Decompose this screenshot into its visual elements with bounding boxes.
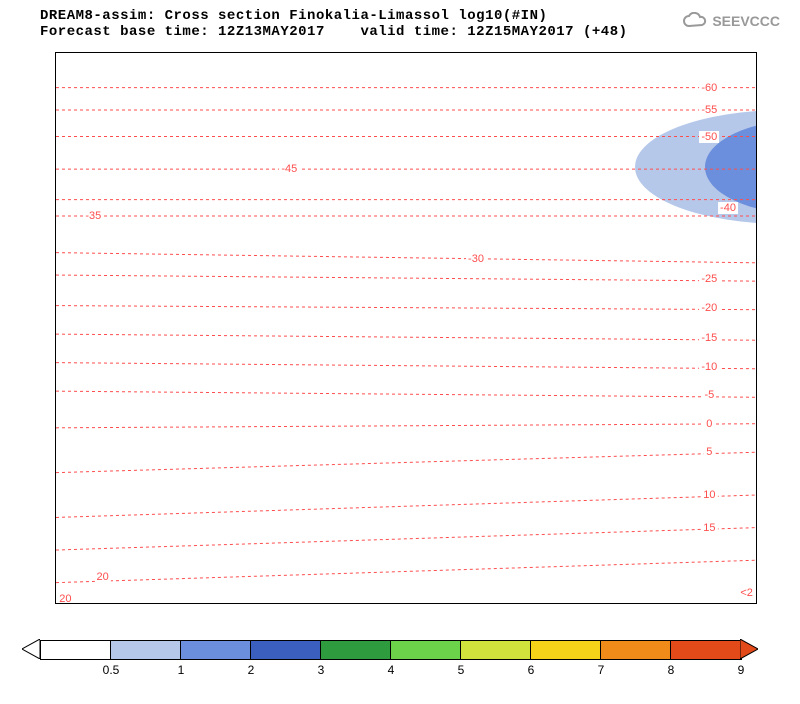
contour-label-extra: <2 [738, 587, 755, 599]
x-tick-label: 30.5E [507, 603, 538, 604]
chart-canvas: DREAM8-assim: Cross section Finokalia-Li… [0, 0, 800, 704]
contour-label: -20 [699, 302, 719, 314]
contour-line [56, 253, 756, 263]
x-tick-label: 32E [652, 603, 673, 604]
colorbar-cell [531, 641, 601, 659]
contour-label: -50 [699, 131, 719, 143]
x-tick-label: 31E [559, 603, 580, 604]
x-tick-mark [429, 603, 430, 604]
colorbar-cell [601, 641, 671, 659]
contour-label-extra: 20 [57, 593, 73, 604]
x-tick-mark [616, 603, 617, 604]
colorbar-tick: 4 [388, 659, 395, 677]
colorbar-cell [461, 641, 531, 659]
logo-text: SEEVCCC [712, 13, 780, 29]
x-tick-label: 26.5E [134, 603, 165, 604]
logo: SEEVCCC [682, 12, 780, 30]
x-tick-mark [523, 603, 524, 604]
contour-label: -35 [83, 210, 103, 222]
x-tick-mark [476, 603, 477, 604]
x-tick-label: 28.5E [320, 603, 351, 604]
contour-label: -15 [699, 332, 719, 344]
x-tick-label: 27E [185, 603, 206, 604]
contour-line [56, 495, 756, 517]
x-tick-mark [709, 603, 710, 604]
x-tick-mark [336, 603, 337, 604]
contour-label: 0 [704, 418, 714, 430]
contour-label: 10 [701, 489, 717, 501]
x-tick-mark [289, 603, 290, 604]
x-tick-mark [243, 603, 244, 604]
contour-label: -30 [466, 253, 486, 265]
contour-label: -45 [279, 163, 299, 175]
colorbar-tick: 9 [738, 659, 745, 677]
x-tick-label: 30E [465, 603, 486, 604]
x-tick-label: 27.5E [227, 603, 258, 604]
contour-label: 15 [701, 522, 717, 534]
contour-line [56, 275, 756, 281]
y-tick-mark [55, 603, 56, 604]
colorbar-cell [321, 641, 391, 659]
x-tick-mark [756, 603, 757, 604]
contour-label: -40 [718, 202, 738, 214]
contour-line [56, 424, 756, 428]
contour-line [56, 334, 756, 340]
colorbar-cell [181, 641, 251, 659]
colorbar-cell [41, 641, 111, 659]
x-tick-mark [149, 603, 150, 604]
colorbar-tick: 2 [248, 659, 255, 677]
colorbar-tick: 8 [668, 659, 675, 677]
colorbar-cell [671, 641, 741, 659]
x-tick-label: 31.5E [600, 603, 631, 604]
colorbar-tick: 1 [178, 659, 185, 677]
contour-line [56, 452, 756, 472]
contour-label: -5 [702, 389, 716, 401]
x-tick-label: 29E [372, 603, 393, 604]
colorbar-tick: 7 [598, 659, 605, 677]
plot-area: 0100020003000400050006000700080009000100… [55, 52, 757, 604]
colorbar-tick: 3 [318, 659, 325, 677]
colorbar-arrow-left [22, 639, 40, 659]
x-tick-mark [663, 603, 664, 604]
colorbar-cell [111, 641, 181, 659]
colorbar-cell [391, 641, 461, 659]
x-tick-label: 32.5E [694, 603, 725, 604]
contour-label: 5 [704, 446, 714, 458]
contour-line [56, 391, 756, 397]
x-tick-label: 28E [279, 603, 300, 604]
x-tick-label: 26E [92, 603, 113, 604]
contour-label: -10 [699, 361, 719, 373]
contour-layer [56, 53, 756, 603]
colorbar-tick: 5 [458, 659, 465, 677]
x-tick-mark [103, 603, 104, 604]
colorbar-tick: 0.5 [103, 659, 120, 677]
contour-label: 20 [95, 571, 111, 583]
colorbar-cell [251, 641, 321, 659]
contour-label: -55 [699, 104, 719, 116]
chart-title-line1: DREAM8-assim: Cross section Finokalia-Li… [40, 8, 547, 24]
contour-line [56, 306, 756, 310]
x-tick-mark [196, 603, 197, 604]
x-tick-label: 29.5E [414, 603, 445, 604]
x-tick-mark [569, 603, 570, 604]
contour-line [56, 560, 756, 582]
x-tick-mark [383, 603, 384, 604]
colorbar-arrow-right [740, 639, 758, 659]
colorbar: 0.5123456789 [40, 640, 742, 660]
contour-label: -60 [699, 82, 719, 94]
contour-line [56, 528, 756, 550]
chart-title-line2: Forecast base time: 12Z13MAY2017 valid t… [40, 24, 628, 40]
contour-label: -25 [699, 273, 719, 285]
colorbar-tick: 6 [528, 659, 535, 677]
x-tick-label: 33E [745, 603, 757, 604]
contour-line [56, 363, 756, 369]
cloud-icon [682, 12, 708, 30]
